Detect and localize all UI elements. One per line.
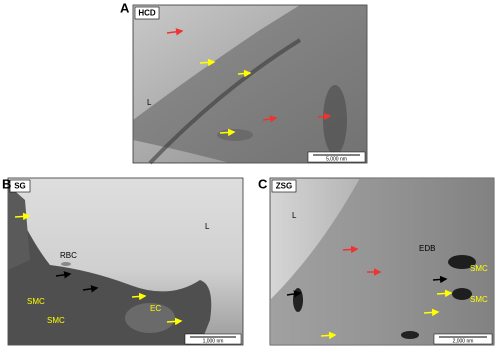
nucleus: [293, 288, 303, 312]
label: SMC: [470, 264, 488, 273]
panel-letter: A: [120, 0, 130, 15]
arrow: [219, 128, 236, 137]
arrow: [436, 289, 453, 298]
nucleus: [448, 255, 476, 269]
arrow: [286, 290, 302, 298]
panel-b: SG B RBC L SMC SMC EC 1,000 nm: [2, 176, 244, 346]
arrow: [82, 285, 99, 293]
tag-box: [134, 6, 160, 20]
scale-box: [433, 333, 493, 345]
cell: [217, 129, 253, 141]
arrow: [166, 317, 183, 326]
tag-box: [9, 179, 31, 193]
arrow: [423, 308, 440, 317]
label: L: [205, 222, 210, 231]
arrow: [166, 28, 184, 36]
nucleus: [452, 288, 472, 300]
cell: [323, 85, 347, 155]
panel-tag: ZSG: [276, 182, 292, 191]
arrow: [262, 115, 278, 123]
label: EC: [150, 304, 161, 313]
label: SMC: [470, 295, 488, 304]
arrow: [55, 271, 72, 279]
tissue: [8, 185, 30, 270]
panel-letter: C: [258, 176, 268, 191]
panel-tag: HCD: [138, 9, 156, 18]
label: SMC: [27, 297, 45, 306]
scale-label: 5,000 nm: [326, 156, 347, 162]
arrow: [131, 292, 147, 301]
arrow: [432, 275, 448, 284]
panel-tag: SG: [14, 182, 26, 191]
scale-box: [184, 333, 242, 345]
panel-a: HCD A L 5,000 nm: [120, 0, 368, 165]
arrow: [199, 58, 216, 67]
arrow: [342, 245, 359, 254]
rbc: [61, 262, 71, 266]
arrow: [320, 331, 337, 340]
scale-label: 2,000 nm: [453, 338, 474, 344]
nucleus: [401, 331, 419, 339]
label: L: [292, 211, 297, 220]
cell: [125, 303, 175, 333]
wall: [148, 38, 302, 165]
label: SMC: [47, 316, 65, 325]
scale-box: [307, 151, 366, 163]
tissue: [270, 178, 494, 345]
panel-c: ZSG C L EDB SMC SMC 2,000 nm: [258, 176, 495, 346]
scale-label: 1,000 nm: [203, 338, 224, 344]
label: EDB: [419, 244, 435, 253]
tag-box: [271, 179, 297, 193]
label: L: [147, 98, 152, 107]
arrow: [317, 112, 332, 121]
arrow: [14, 212, 31, 221]
label: RBC: [60, 251, 77, 260]
panel-letter: B: [2, 176, 11, 191]
arrow: [237, 69, 252, 78]
